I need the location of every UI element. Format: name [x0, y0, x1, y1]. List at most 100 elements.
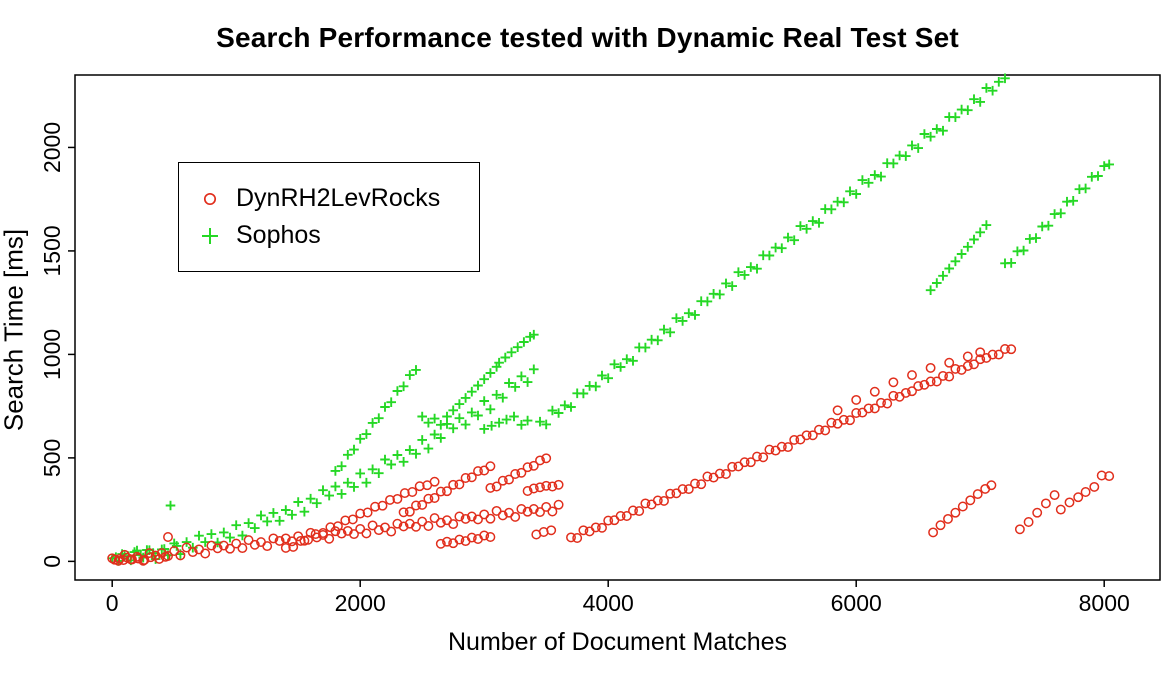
data-point [522, 486, 533, 496]
data-point [392, 493, 403, 504]
data-point [506, 347, 517, 358]
data-point [950, 112, 961, 122]
data-point [925, 376, 936, 387]
data-point [206, 529, 217, 539]
data-point [950, 363, 961, 374]
data-point [808, 216, 818, 226]
data-point [665, 327, 675, 338]
data-point [361, 477, 372, 488]
data-point [987, 349, 998, 360]
data-point [448, 519, 459, 530]
data-point [590, 522, 601, 533]
data-point [969, 94, 979, 104]
data-point [814, 424, 824, 435]
data-point [969, 359, 979, 370]
data-point [541, 419, 551, 430]
data-point [547, 405, 558, 416]
data-point [919, 129, 930, 139]
data-point [194, 530, 204, 541]
data-point [377, 500, 388, 511]
data-point [1073, 492, 1084, 503]
data-point [405, 370, 415, 380]
data-point [566, 532, 576, 543]
data-point [473, 514, 483, 525]
data-point [486, 421, 497, 431]
data-point [454, 399, 465, 409]
data-point [349, 529, 359, 540]
data-point [243, 518, 254, 528]
data-point [839, 197, 849, 208]
data-point [385, 494, 395, 505]
data-point [944, 371, 955, 382]
data-point [448, 405, 458, 416]
data-point [274, 516, 285, 526]
data-point [535, 455, 545, 466]
data-point [501, 414, 512, 425]
data-point [249, 539, 260, 550]
data-point [522, 506, 533, 517]
data-point [987, 85, 998, 96]
data-point [454, 534, 465, 545]
data-point [127, 554, 137, 565]
y-tick-label: 0 [39, 555, 65, 568]
data-point [671, 313, 682, 323]
data-point [553, 479, 564, 490]
data-point [684, 308, 694, 318]
data-point [528, 483, 539, 494]
x-tick-label: 6000 [831, 590, 882, 616]
data-point [485, 461, 496, 472]
data-point [330, 466, 341, 476]
data-point [1031, 233, 1041, 243]
data-point [628, 356, 638, 366]
data-point [845, 186, 855, 197]
x-tick-label: 2000 [335, 590, 386, 616]
data-point [187, 547, 198, 558]
y-tick-label: 1000 [39, 329, 65, 380]
data-point [801, 430, 812, 441]
data-point [510, 469, 521, 479]
data-point [727, 281, 737, 291]
data-point [597, 370, 607, 381]
data-point [386, 397, 396, 407]
data-point [491, 481, 502, 492]
data-point [522, 462, 533, 473]
data-point [956, 364, 967, 375]
data-point [603, 373, 613, 383]
data-point [888, 390, 899, 401]
data-point [547, 481, 558, 492]
data-point [535, 416, 545, 427]
data-point [237, 530, 248, 541]
data-point [832, 418, 843, 429]
y-axis-label: Search Time [ms] [0, 228, 29, 432]
data-point [473, 410, 483, 421]
data-point [578, 525, 589, 536]
data-point [280, 542, 291, 553]
data-point [758, 452, 769, 463]
data-point [683, 484, 694, 495]
data-point [405, 445, 415, 455]
data-point [1000, 73, 1010, 84]
data-point [981, 220, 992, 230]
data-point [702, 471, 713, 482]
data-point [857, 175, 868, 185]
y-tick-label: 2000 [39, 122, 65, 173]
data-point [243, 535, 254, 546]
chart-title: Search Performance tested with Dynamic R… [216, 22, 959, 53]
data-point [1068, 196, 1078, 206]
data-point [925, 285, 936, 295]
data-point [448, 479, 459, 490]
data-point [969, 234, 979, 245]
series-dynrh2levrocks [107, 344, 1115, 566]
data-point [250, 523, 260, 533]
data-point [509, 411, 519, 422]
data-point [374, 413, 384, 423]
data-point [336, 461, 347, 471]
data-point [615, 362, 626, 372]
data-point [516, 371, 527, 382]
data-point [993, 349, 1004, 360]
data-point [133, 553, 144, 564]
data-point [295, 535, 306, 546]
data-point [938, 125, 948, 136]
data-point [479, 530, 490, 541]
data-point [181, 537, 192, 547]
